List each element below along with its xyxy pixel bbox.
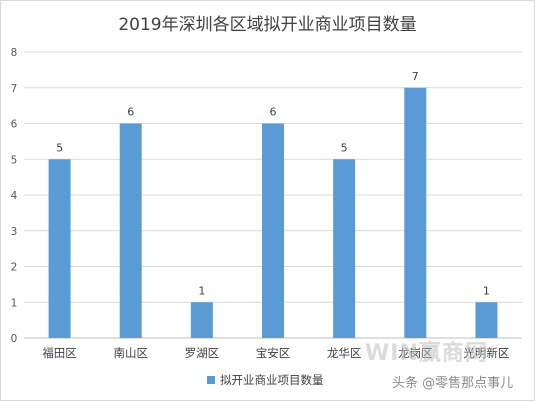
legend-swatch: [207, 376, 215, 384]
watermark-logo: WIN赢商网: [365, 341, 488, 366]
bar: [333, 159, 356, 338]
bar: [404, 87, 427, 338]
y-tick-label: 7: [11, 83, 18, 95]
chart-title: 2019年深圳各区域拟开业商业项目数量: [118, 15, 417, 35]
y-tick-label: 5: [11, 154, 18, 166]
x-tick-label: 罗湖区: [185, 346, 220, 360]
x-tick-label: 南山区: [113, 346, 148, 360]
y-tick-label: 4: [11, 190, 18, 202]
y-tick-label: 0: [11, 333, 18, 345]
legend-label: 拟开业商业项目数量: [220, 373, 324, 387]
legend: 拟开业商业项目数量: [207, 372, 324, 388]
data-label: 5: [56, 141, 63, 154]
bar: [190, 302, 213, 338]
bar: [119, 123, 142, 338]
x-tick-label: 光明新区: [463, 346, 509, 360]
watermark-author: 头条 @零售那点事儿: [392, 376, 514, 391]
data-label: 1: [198, 284, 205, 297]
y-tick-label: 8: [11, 47, 18, 59]
x-tick-label: 福田区: [42, 346, 77, 360]
bar: [262, 123, 284, 338]
y-tick-label: 6: [11, 119, 18, 131]
x-tick-label: 宝安区: [256, 346, 291, 360]
data-label: 5: [341, 141, 348, 154]
data-label: 6: [270, 106, 277, 119]
bar: [475, 302, 498, 338]
y-axis: 0 1 2 3 4 5 6 7 8: [11, 47, 18, 345]
data-label: 7: [412, 70, 419, 83]
x-axis: 福田区 南山区 罗湖区 宝安区 龙华区 龙岗区 光明新区: [42, 346, 509, 360]
y-tick-label: 3: [11, 226, 18, 238]
y-tick-label: 2: [11, 262, 18, 274]
bar: [48, 159, 71, 338]
data-label: 6: [127, 106, 134, 119]
data-label: 1: [483, 284, 490, 297]
data-labels: 5 6 1 6 5 7 1: [56, 70, 490, 298]
y-tick-label: 1: [11, 297, 18, 309]
x-tick-label: 龙华区: [327, 346, 362, 360]
x-tick-label: 龙岗区: [398, 346, 433, 360]
bars: [48, 87, 498, 338]
